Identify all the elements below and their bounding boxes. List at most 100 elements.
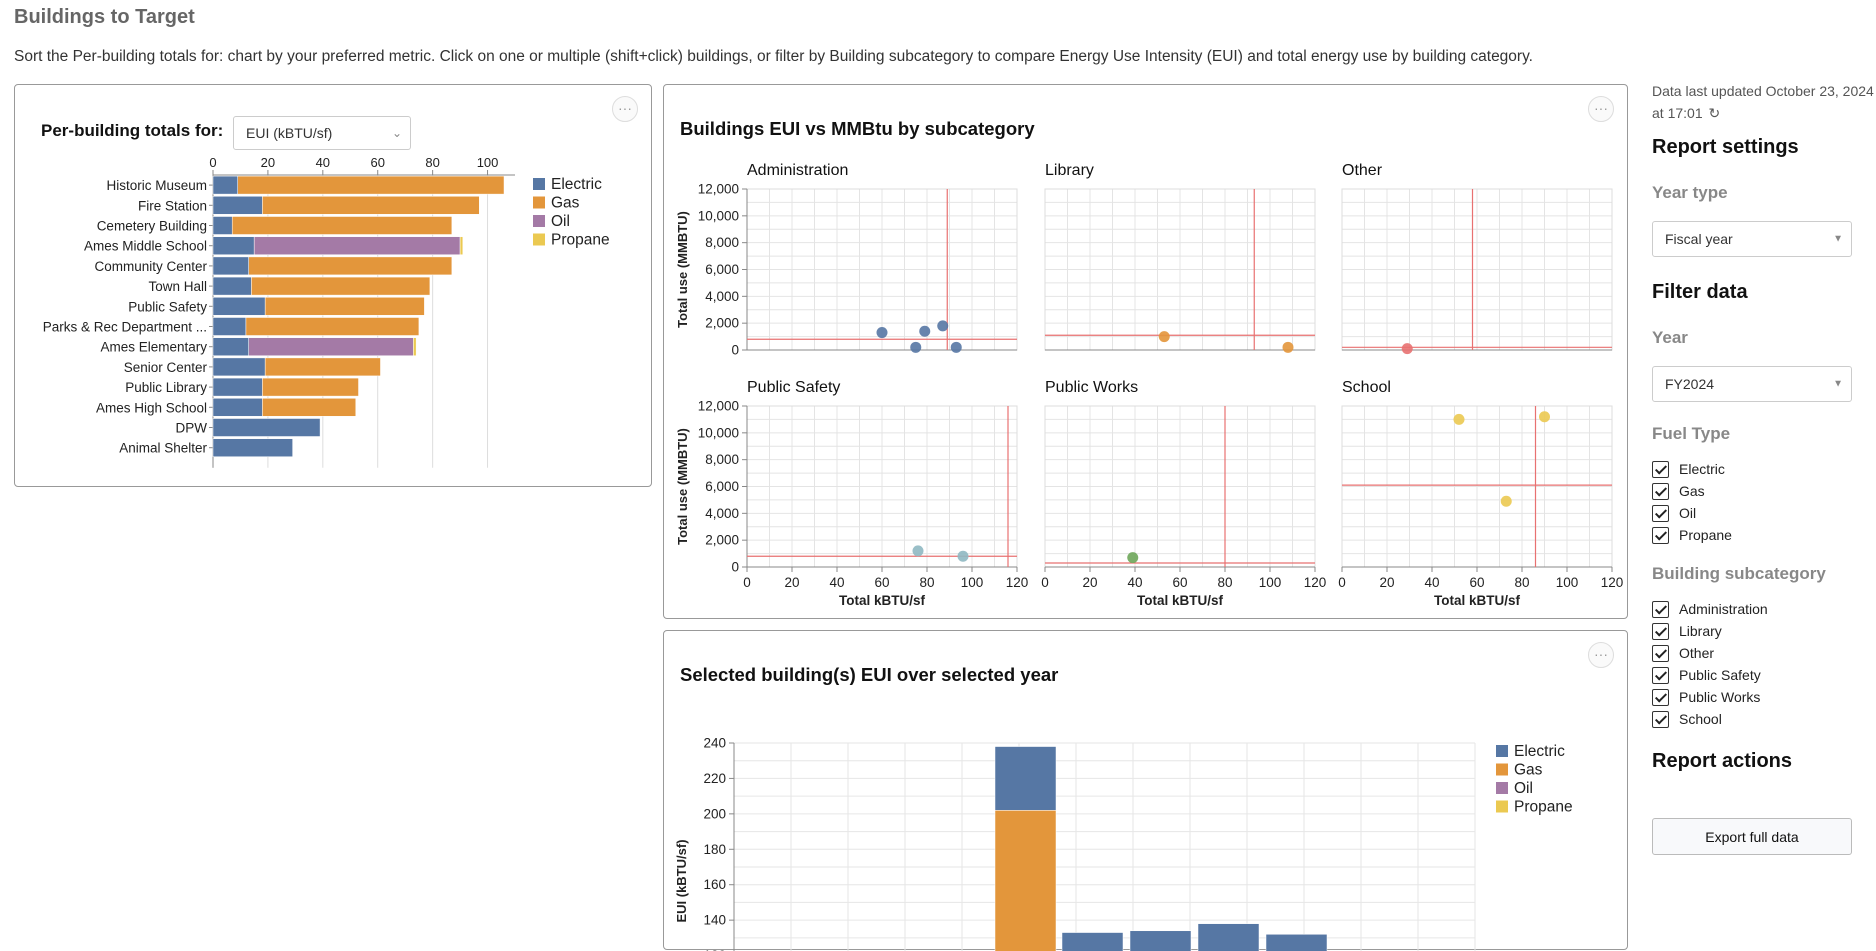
scatter-point — [958, 551, 969, 562]
bar-segment-electric — [213, 277, 251, 295]
category-label: Public Library — [125, 380, 207, 395]
y-axis-title: EUI (kBTU/sf) — [674, 839, 689, 922]
x-tick-label: 0 — [1338, 575, 1346, 590]
checkbox-label: Oil — [1679, 505, 1696, 521]
checkbox-checked-icon — [1652, 505, 1669, 522]
year-type-select[interactable]: Fiscal year ▼ — [1652, 221, 1852, 257]
bar-segment-electric — [995, 747, 1056, 811]
y-tick-label: 140 — [703, 913, 726, 928]
bar-segment-oil — [249, 338, 414, 356]
export-full-data-button[interactable]: Export full data — [1652, 818, 1852, 855]
x-axis-title: Total kBTU/sf — [839, 593, 926, 608]
caret-down-icon: ▼ — [1833, 234, 1843, 245]
legend-swatch — [1496, 764, 1508, 776]
y-tick-label: 0 — [731, 560, 739, 575]
bar-segment-gas — [238, 176, 504, 194]
bar-segment-electric — [213, 358, 265, 376]
x-tick-label: 20 — [1082, 575, 1097, 590]
eui-card: ··· Selected building(s) EUI over select… — [663, 630, 1628, 950]
bar-segment-electric — [213, 176, 238, 194]
bar-segment-electric — [213, 196, 262, 214]
x-tick-label: 80 — [425, 155, 439, 170]
fuel-checkbox-gas[interactable]: Gas — [1652, 480, 1876, 502]
eui-card-title: Selected building(s) EUI over selected y… — [680, 664, 1058, 686]
x-tick-label: 80 — [1217, 575, 1232, 590]
bar-segment-electric — [213, 439, 293, 457]
year-select[interactable]: FY2024 ▼ — [1652, 366, 1852, 402]
more-options-icon[interactable]: ··· — [612, 96, 638, 122]
x-tick-label: 120 — [1601, 575, 1624, 590]
checkbox-label: School — [1679, 711, 1722, 727]
bar-segment-gas — [249, 257, 452, 275]
category-label: Cemetery Building — [97, 219, 207, 234]
subcategory-list: Administration Library Other Public Safe… — [1652, 598, 1876, 730]
checkbox-checked-icon — [1652, 689, 1669, 706]
category-label: Ames High School — [96, 400, 207, 415]
refresh-icon[interactable]: ↻ — [1709, 105, 1721, 121]
legend-swatch — [533, 215, 545, 227]
scatter-point — [951, 342, 962, 353]
bar-segment-propane — [413, 338, 416, 356]
year-value: FY2024 — [1665, 376, 1714, 392]
scatter-point — [1159, 331, 1170, 342]
checkbox-checked-icon — [1652, 645, 1669, 662]
subcategory-checkbox-other[interactable]: Other — [1652, 642, 1876, 664]
facet-public-safety: Public Safety 0 2,000 4,000 6,000 8,000 10,000… — [675, 379, 1028, 608]
legend-label: Oil — [1514, 780, 1533, 797]
x-tick-label: 20 — [1379, 575, 1394, 590]
category-label: Ames Middle School — [84, 239, 207, 254]
legend-swatch — [1496, 801, 1508, 813]
fuel-checkbox-oil[interactable]: Oil — [1652, 502, 1876, 524]
checkbox-label: Propane — [1679, 527, 1732, 543]
per-building-chart: 0 20 40 60 80 100 Historic Museum Fire Station C… — [15, 145, 635, 485]
subcategory-checkbox-public-works[interactable]: Public Works — [1652, 686, 1876, 708]
subcategory-checkbox-school[interactable]: School — [1652, 708, 1876, 730]
bar-segment-electric — [1062, 933, 1123, 951]
bar-segment-electric — [213, 297, 265, 315]
checkbox-label: Administration — [1679, 601, 1768, 617]
bar-segment-electric — [213, 398, 262, 416]
scatter-point — [1539, 411, 1550, 422]
more-options-icon[interactable]: ··· — [1588, 642, 1614, 668]
bar-segment-electric — [213, 419, 320, 437]
bar-segment-gas — [265, 358, 380, 376]
bar-segment-gas — [262, 378, 358, 396]
x-tick-label: 60 — [874, 575, 889, 590]
x-tick-label: 80 — [1514, 575, 1529, 590]
checkbox-label: Library — [1679, 623, 1722, 639]
bar-segment-electric — [1198, 924, 1259, 951]
year-type-label: Year type — [1652, 183, 1876, 203]
bar-segment-gas — [262, 398, 355, 416]
x-tick-label: 20 — [784, 575, 799, 590]
scatter-point — [1402, 343, 1413, 354]
facet-public-works: Public Works 0 20 40 60 80 100 120 Total kBTU/sf — [1041, 379, 1326, 608]
report-actions-heading: Report actions — [1652, 750, 1876, 773]
scatter-point — [937, 320, 948, 331]
y-tick-label: 200 — [703, 806, 726, 821]
scatter-facet-chart: Administration 0 2,000 4,000 6,000 8,000 10,00… — [664, 145, 1624, 615]
category-label: Historic Museum — [106, 178, 207, 193]
y-tick-label: 4,000 — [705, 289, 739, 304]
scatter-card: ··· Buildings EUI vs MMBtu by subcategor… — [663, 84, 1628, 619]
page-title: Buildings to Target — [14, 6, 195, 29]
category-label: Community Center — [94, 259, 207, 274]
subcategory-checkbox-library[interactable]: Library — [1652, 620, 1876, 642]
y-tick-label: 0 — [731, 343, 739, 358]
checkbox-checked-icon — [1652, 601, 1669, 618]
x-tick-label: 40 — [316, 155, 330, 170]
y-tick-label: 8,000 — [705, 452, 739, 467]
x-tick-label: 0 — [209, 155, 216, 170]
y-tick-label: 2,000 — [705, 316, 739, 331]
legend-label: Gas — [551, 195, 580, 212]
fuel-checkbox-propane[interactable]: Propane — [1652, 524, 1876, 546]
facet-title: Administration — [747, 162, 848, 179]
sidebar: Data last updated October 23, 2024 at 17… — [1652, 80, 1876, 773]
x-tick-label: 120 — [1304, 575, 1327, 590]
fuel-checkbox-electric[interactable]: Electric — [1652, 458, 1876, 480]
legend-swatch — [1496, 782, 1508, 794]
facet-title: Other — [1342, 162, 1383, 179]
subcategory-checkbox-administration[interactable]: Administration — [1652, 598, 1876, 620]
subcategory-checkbox-public-safety[interactable]: Public Safety — [1652, 664, 1876, 686]
more-options-icon[interactable]: ··· — [1588, 96, 1614, 122]
per-building-card: ··· Per-building totals for: EUI (kBTU/s… — [14, 84, 652, 487]
